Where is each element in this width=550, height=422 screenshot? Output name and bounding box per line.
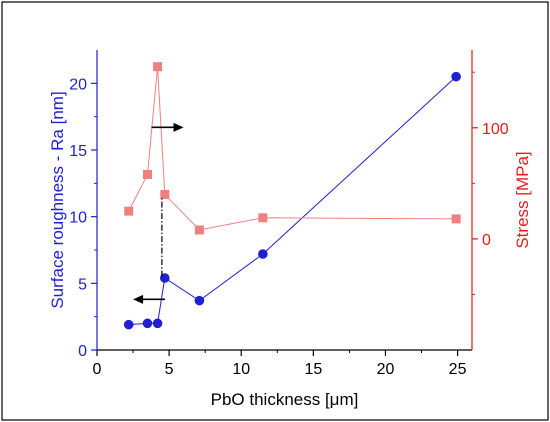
data-point-right [153,62,163,72]
x-tick-label: 5 [165,361,174,378]
data-point-left [451,71,461,82]
data-point-left [123,319,134,330]
series-line-left [128,76,457,326]
data-point-right [142,169,152,179]
right-y-axis-label: Stress [MPa] [513,151,532,248]
data-point-left [152,318,163,329]
data-point-left [258,249,268,259]
right-y-tick-label: 0 [482,232,491,249]
data-point-right [258,213,268,223]
marks-group [123,62,461,330]
left-y-axis-label: Surface roughness - Ra [nm] [48,91,67,308]
left-y-tick-label: 10 [69,210,87,227]
x-tick-label: 20 [377,361,395,378]
data-point-right [124,206,134,216]
x-tick-label: 0 [93,361,102,378]
arrow-left-head [133,294,144,304]
x-axis-label: PbO thickness [μm] [211,390,359,409]
right-y-tick-label: 100 [482,121,509,138]
left-y-tick-label: 5 [78,276,87,293]
x-tick-label: 15 [304,361,322,378]
x-tick-label: 10 [232,361,250,378]
data-point-right [194,225,204,235]
data-point-left [142,318,153,329]
series-line-right [128,66,457,231]
data-point-left [194,295,205,306]
x-tick-label: 25 [449,361,467,378]
data-point-right [451,214,461,224]
left-y-tick-label: 0 [78,343,87,360]
left-y-tick-label: 15 [69,143,87,160]
left-y-tick-label: 20 [69,76,87,93]
axes-group: 0 5 10 15 20 25 0 5 10 15 20 0 100 [69,50,509,378]
data-point-right [160,189,170,199]
arrow-right-head [173,122,184,132]
